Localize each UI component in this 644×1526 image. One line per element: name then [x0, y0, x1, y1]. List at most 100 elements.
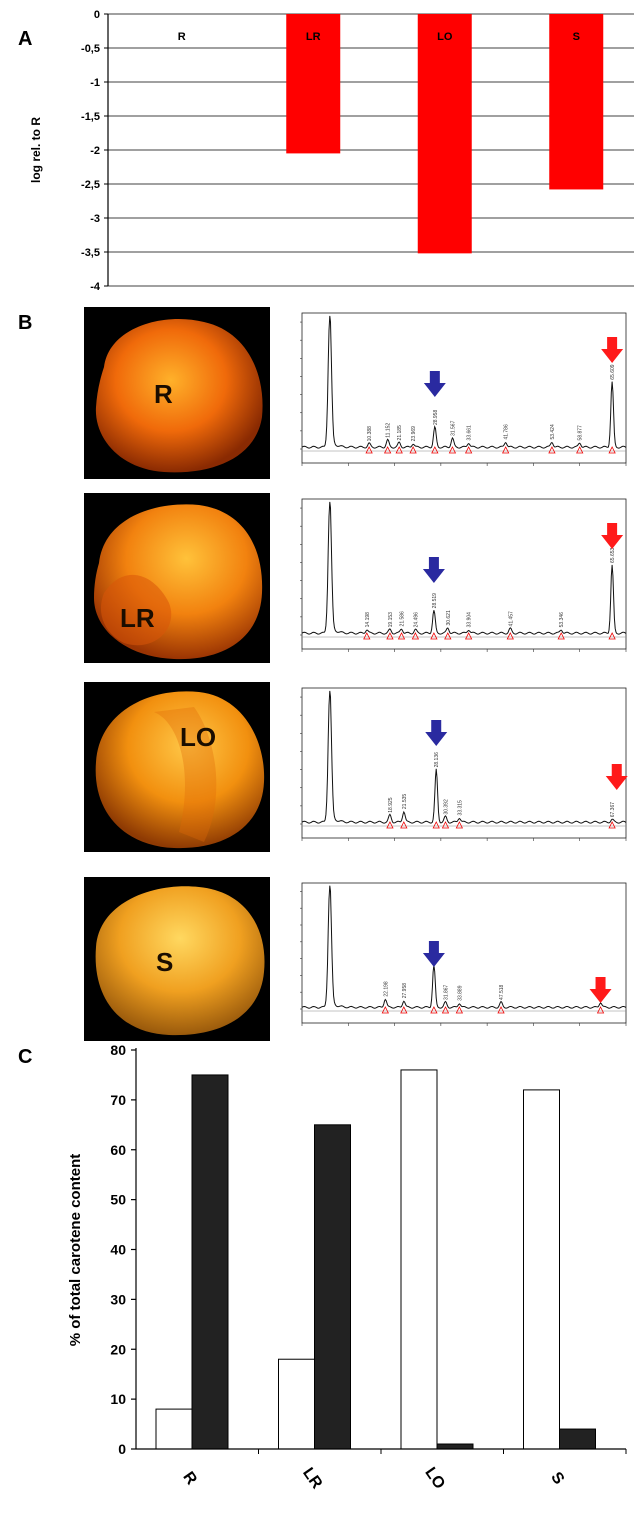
peak-marker	[608, 821, 616, 829]
blue-arrow-icon	[422, 941, 445, 967]
peak-marker	[576, 446, 584, 454]
retention-time-label: 22.198	[383, 981, 389, 997]
peak-marker	[400, 1006, 408, 1014]
tomato-label-r: R	[154, 379, 173, 409]
category-label: LR	[299, 1465, 325, 1493]
retention-time-label: 58.877	[578, 425, 584, 441]
chromatogram-trace	[301, 885, 627, 1009]
retention-time-label: 65.609	[610, 364, 616, 380]
y-tick-label: -2,5	[81, 179, 100, 191]
panel-letter-a: A	[18, 28, 33, 50]
peak-marker	[363, 632, 371, 640]
tomato-label-lr: LR	[120, 603, 155, 633]
blue-arrow-icon	[425, 720, 448, 746]
plot-frame	[301, 498, 627, 650]
panel-letter-b: B	[18, 312, 33, 334]
tomato-image	[94, 504, 263, 660]
retention-time-label: 14.198	[365, 612, 371, 628]
tomato-label-s: S	[156, 947, 174, 977]
retention-time-label: 67.367	[610, 802, 616, 818]
tomato-image	[95, 691, 265, 849]
peak-marker	[608, 446, 616, 454]
bar-s-series-2	[559, 1428, 596, 1450]
retention-time-label: 41.457	[508, 611, 514, 627]
peak-marker	[557, 632, 565, 640]
retention-time-label: 33.904	[467, 612, 473, 628]
chart-c: % of total carotene content 0 10 20 30 40 50 6…	[67, 1042, 627, 1493]
retention-time-label: 30.392	[443, 799, 449, 815]
category-label: R	[178, 31, 186, 43]
peak-marker	[430, 1006, 438, 1014]
y-tick-label: 50	[110, 1192, 126, 1208]
peak-marker	[441, 821, 450, 829]
plot-frame	[301, 882, 627, 1024]
peak-marker	[383, 446, 392, 454]
peak-marker	[455, 1006, 464, 1014]
tomato-photo-lo: LO	[84, 682, 270, 852]
peak-marker	[386, 821, 394, 829]
chromatogram-trace	[301, 315, 627, 449]
y-tick-label: -0,5	[81, 43, 100, 55]
peak-marker	[444, 632, 452, 640]
tomato-image	[95, 319, 263, 473]
category-label: LO	[437, 31, 453, 43]
peak-marker	[464, 632, 473, 640]
retention-time-label: 28.136	[434, 752, 440, 768]
peak-marker	[411, 632, 420, 640]
retention-time-label: 31.567	[450, 420, 456, 436]
red-arrow-icon	[601, 523, 624, 549]
retention-time-label: 18.925	[388, 797, 394, 813]
peak-marker	[506, 632, 514, 640]
peak-marker	[432, 821, 440, 829]
peak-marker	[430, 632, 438, 640]
y-tick-label: 10	[110, 1391, 126, 1407]
chromatogram-lr: 14.198 19.153 21.586 24.496 28.519 30.621 33.9…	[300, 498, 627, 652]
bar-s	[549, 14, 604, 190]
retention-time-label: 33.661	[467, 425, 473, 441]
category-label: LO	[421, 1464, 448, 1492]
bar-s-series-1	[523, 1089, 560, 1450]
retention-time-label: 53.346	[559, 612, 565, 628]
bar-r-series-2	[191, 1074, 229, 1450]
y-tick-label: -3,5	[81, 247, 100, 259]
retention-time-label: 53.424	[550, 424, 556, 440]
retention-time-label: 28.519	[432, 593, 438, 609]
bar-lr	[286, 14, 341, 154]
peak-marker	[365, 446, 373, 454]
peak-marker	[502, 446, 510, 454]
bar-lo	[417, 14, 472, 254]
peak-marker	[596, 1006, 605, 1014]
y-tick-label: -1	[90, 77, 100, 89]
retention-time-label: 30.621	[446, 610, 452, 626]
peak-marker	[395, 446, 403, 454]
peak-marker	[441, 1006, 450, 1014]
retention-time-label: 21.586	[400, 611, 406, 627]
retention-time-label: 10.388	[367, 426, 373, 442]
retention-time-label: 33.315	[457, 800, 463, 816]
retention-time-label: 28.958	[433, 410, 439, 426]
peak-marker	[431, 446, 439, 454]
peak-marker	[548, 446, 556, 454]
y-tick-label: 70	[110, 1092, 126, 1108]
retention-time-label: 21.535	[402, 794, 408, 810]
retention-time-label: 47.518	[499, 984, 505, 1000]
retention-time-label: 23.969	[411, 426, 417, 442]
chromatogram-s: 22.19827.95828.81331.86733.88947.51866.3…	[300, 882, 627, 1026]
blue-arrow-icon	[423, 371, 446, 397]
bar-r-series-1	[155, 1408, 193, 1450]
tomato-label-lo: LO	[180, 722, 217, 752]
peak-marker	[386, 632, 394, 640]
peak-marker	[409, 446, 417, 454]
tomato-image	[95, 886, 265, 1036]
y-tick-label: 40	[110, 1242, 126, 1258]
retention-time-label: 24.496	[413, 612, 419, 628]
bar-lo-series-2	[436, 1443, 474, 1450]
y-tick-label: 0	[118, 1441, 126, 1457]
plot-frame	[301, 687, 627, 839]
panel-letter-c: C	[18, 1046, 33, 1068]
category-label: S	[573, 31, 580, 43]
y-tick-label: 20	[110, 1341, 126, 1357]
bar-lr-series-2	[314, 1124, 351, 1450]
y-tick-label: -2	[90, 145, 100, 157]
chromatogram-trace	[301, 501, 627, 635]
